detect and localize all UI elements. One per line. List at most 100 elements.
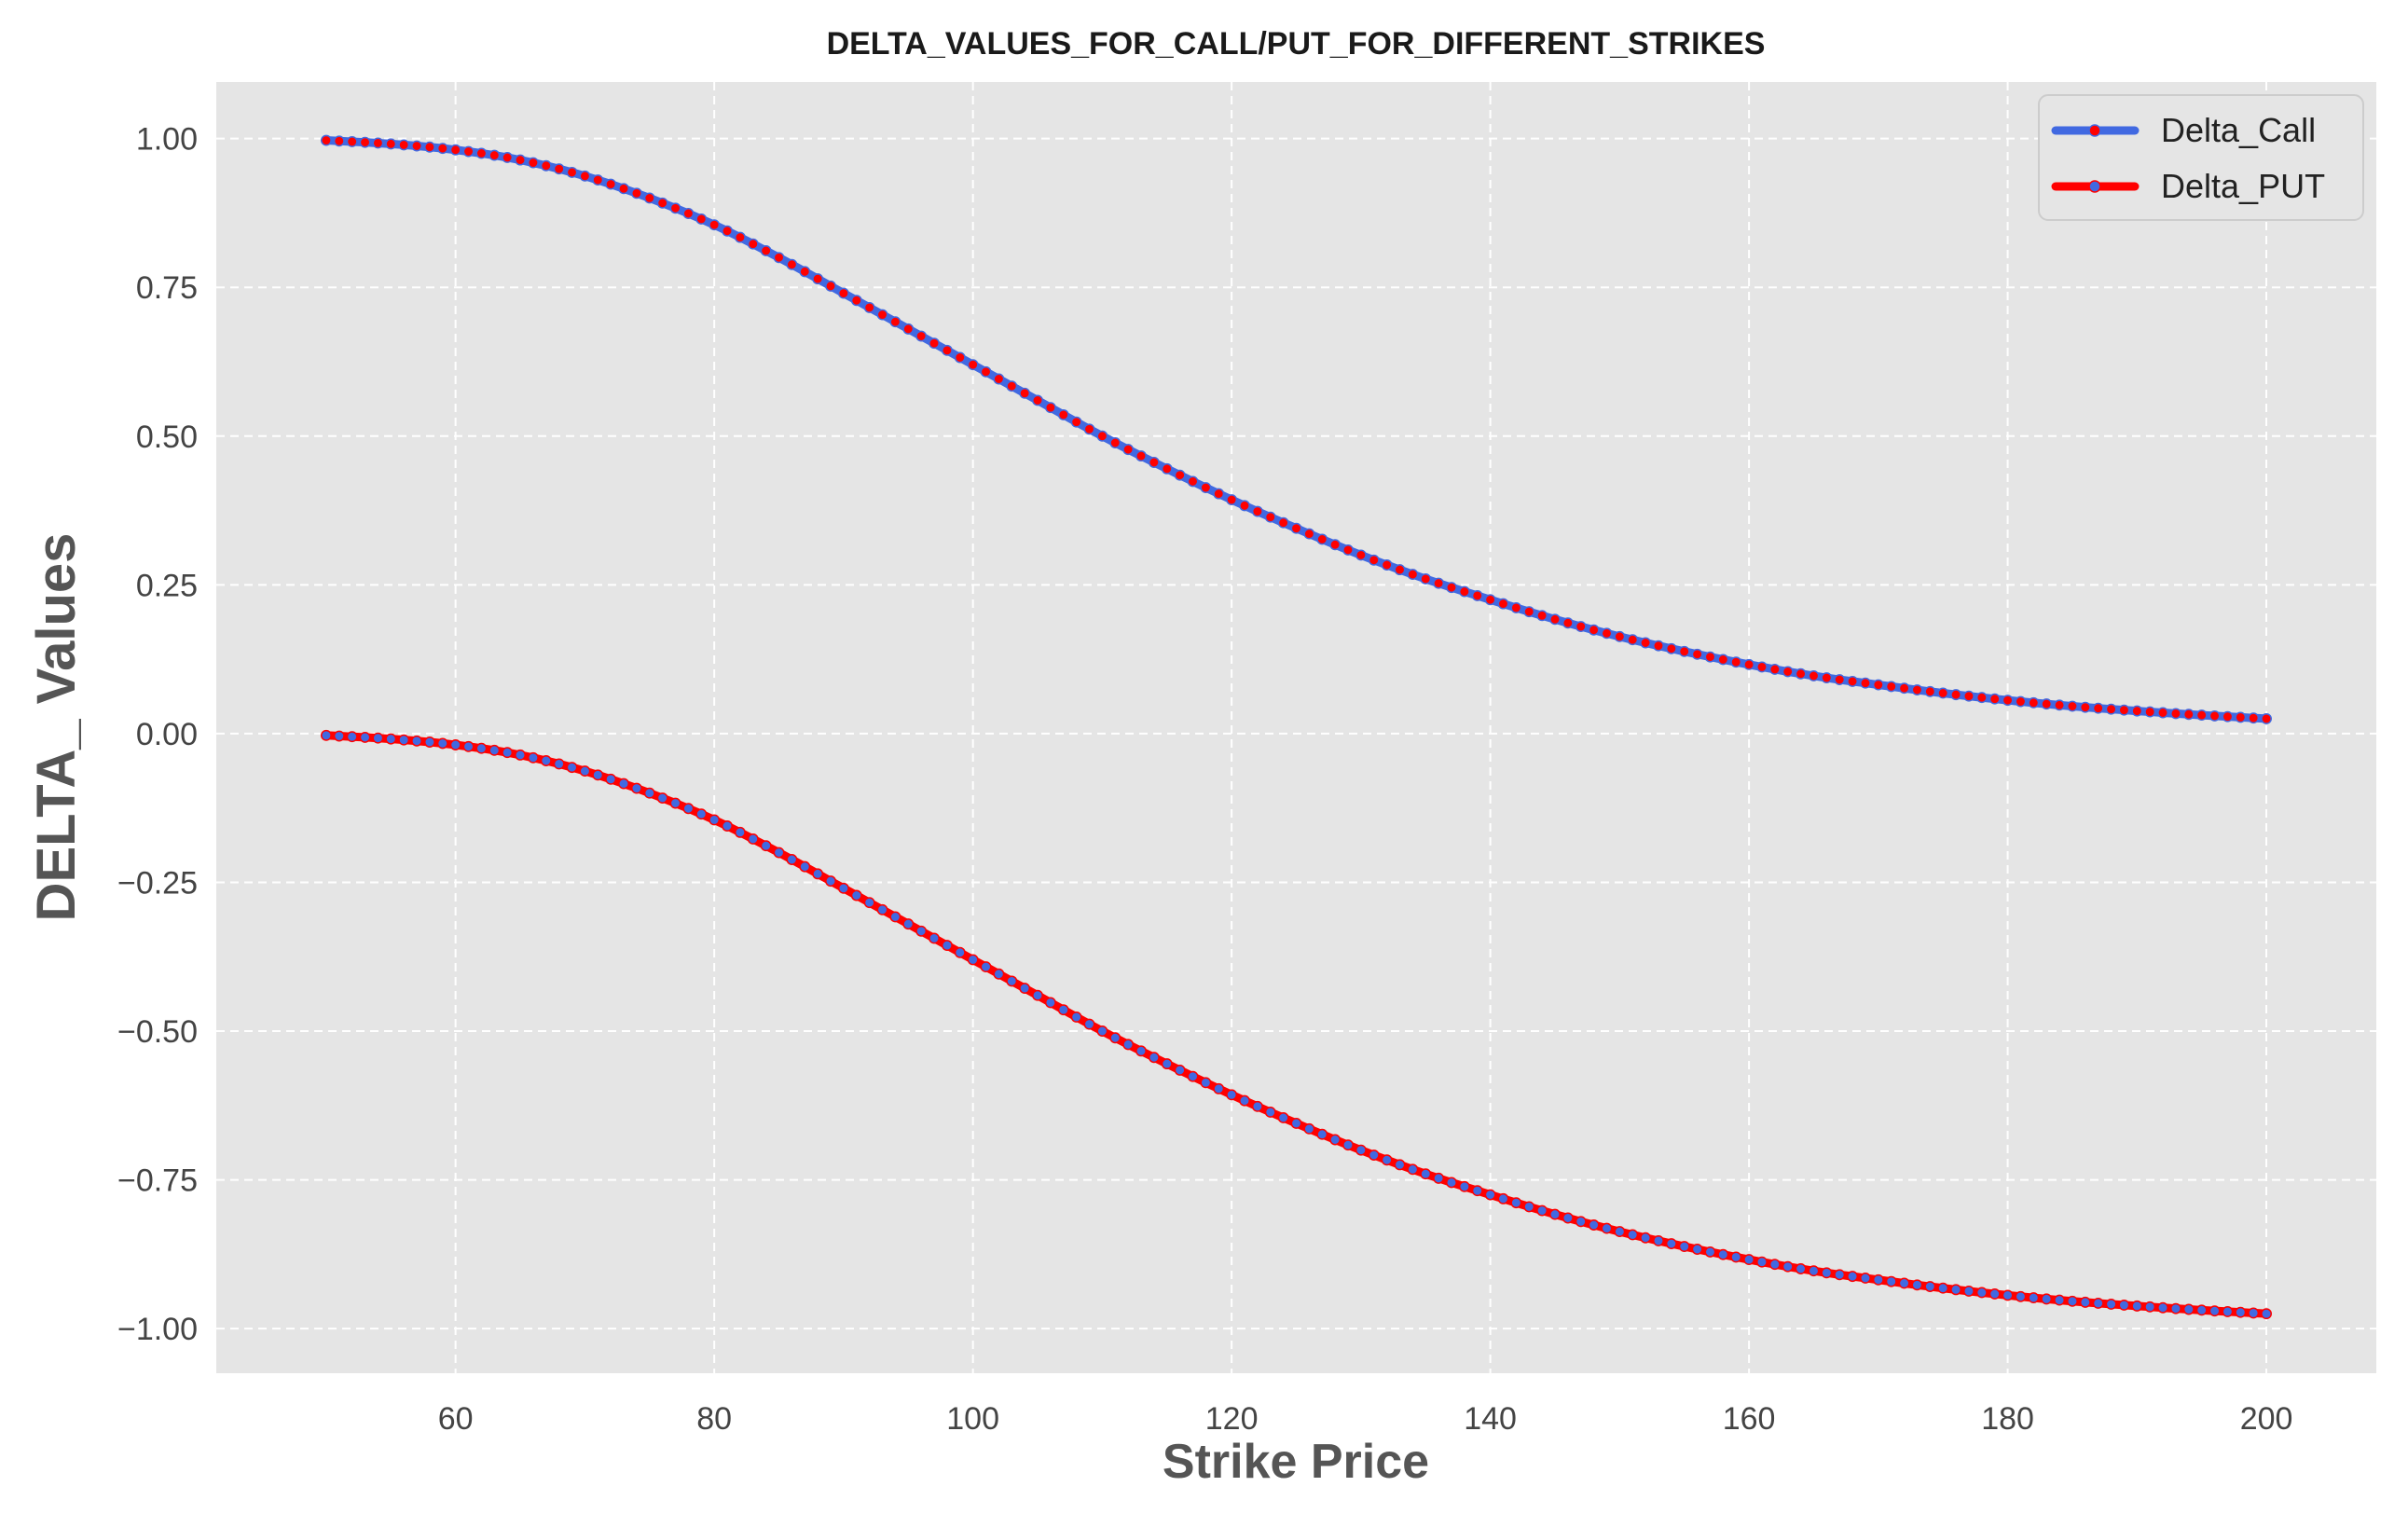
data-point [398, 139, 410, 151]
data-point [1070, 1011, 1082, 1023]
data-point [566, 762, 578, 774]
data-point [902, 918, 915, 930]
data-point [320, 729, 332, 741]
data-point [915, 330, 928, 342]
data-point [449, 144, 461, 156]
data-point [2041, 1293, 2053, 1305]
data-point [1096, 430, 1108, 442]
data-point [2170, 708, 2181, 720]
data-point [1057, 408, 1069, 420]
data-point [1575, 621, 1587, 632]
data-point [1277, 1112, 1289, 1123]
data-point [423, 736, 435, 748]
y-tick-label: 0.00 [136, 717, 198, 752]
data-point [1549, 613, 1561, 626]
x-tick-label: 160 [1723, 1401, 1776, 1437]
data-point [488, 149, 501, 161]
y-tick-label: 0.50 [136, 420, 198, 455]
tick-labels: 60 80 100 120 140 160 180 200 1.00 0.75 0.50 0.25 0.… [117, 122, 2292, 1437]
legend-label: Delta_PUT [2161, 167, 2325, 205]
data-point [799, 266, 811, 278]
data-point [2105, 703, 2117, 715]
data-point [2092, 702, 2104, 714]
data-point [515, 154, 526, 166]
data-point [1174, 469, 1186, 481]
data-point [436, 737, 448, 750]
data-point [980, 365, 992, 378]
data-point [488, 744, 501, 756]
data-point [618, 183, 629, 195]
data-point [1975, 1287, 1988, 1299]
y-tick-label: −0.25 [117, 865, 198, 901]
data-point [1290, 1117, 1302, 1129]
data-point [1083, 423, 1095, 435]
data-point [2182, 1303, 2195, 1315]
data-point [1148, 1052, 1160, 1064]
data-point [1834, 1269, 1846, 1281]
data-point [1057, 1004, 1069, 1016]
data-point [1860, 677, 1871, 689]
data-point [1665, 642, 1677, 654]
data-point [1200, 1077, 1212, 1089]
data-point [1497, 1192, 1509, 1204]
data-point [669, 797, 681, 809]
data-point [1446, 582, 1457, 594]
data-point [695, 808, 708, 820]
data-point [786, 258, 798, 270]
data-point [760, 840, 772, 852]
data-point [372, 137, 384, 149]
data-point [1032, 989, 1043, 1001]
data-point [1730, 1251, 1742, 1263]
data-point [1627, 634, 1639, 646]
data-point [1161, 1058, 1173, 1070]
data-point [1394, 1159, 1406, 1171]
data-point [1381, 1154, 1393, 1166]
data-point [1044, 997, 1056, 1009]
data-point [1407, 569, 1419, 581]
data-point [605, 773, 617, 785]
data-point [1821, 1267, 1833, 1279]
data-point [540, 755, 552, 766]
legend-marker [2088, 124, 2101, 137]
data-point [1420, 1168, 1432, 1180]
data-point [1950, 689, 1962, 701]
data-point [1678, 1241, 1690, 1253]
data-point [863, 301, 875, 313]
data-point [1433, 577, 1445, 589]
data-point [1562, 1212, 1574, 1224]
data-point [2195, 1304, 2208, 1316]
data-point [423, 141, 435, 153]
data-point [1342, 1139, 1354, 1151]
data-point [773, 252, 785, 264]
data-point [1394, 564, 1406, 576]
data-point [1924, 1281, 1936, 1292]
data-point [1640, 1232, 1652, 1244]
data-point [2222, 710, 2234, 723]
data-point [1691, 1244, 1703, 1255]
data-point [812, 868, 824, 880]
data-point [2144, 1301, 2156, 1313]
data-point [1717, 654, 1729, 666]
data-point [980, 961, 992, 973]
data-point [1355, 1144, 1367, 1156]
data-point [1678, 645, 1690, 657]
data-point [967, 954, 979, 966]
data-point [643, 192, 655, 204]
data-point [527, 157, 539, 169]
data-point [2248, 1307, 2260, 1319]
data-point [1083, 1018, 1095, 1030]
data-point [669, 202, 681, 214]
data-point [1562, 617, 1574, 629]
data-point [993, 373, 1005, 385]
data-point [1471, 1185, 1483, 1197]
y-tick-label: −0.50 [117, 1014, 198, 1050]
data-point [1860, 1273, 1871, 1284]
data-point [1264, 1106, 1276, 1118]
data-point [462, 145, 475, 158]
data-point [1510, 601, 1522, 613]
data-point [1808, 1265, 1820, 1277]
data-point [411, 735, 422, 747]
data-point [1019, 983, 1031, 995]
data-point [1885, 1275, 1897, 1287]
data-point [1704, 651, 1716, 663]
